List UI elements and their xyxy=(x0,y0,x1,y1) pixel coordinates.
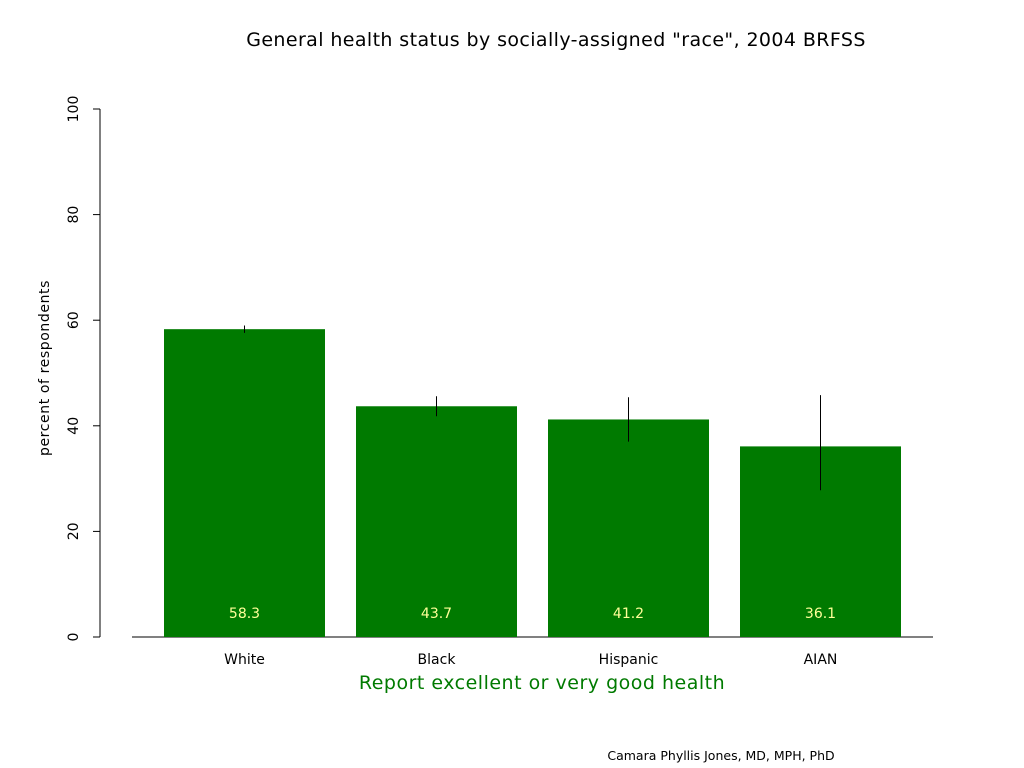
bar-value-label: 36.1 xyxy=(805,606,836,622)
category-label: AIAN xyxy=(804,652,838,668)
category-label: White xyxy=(224,652,265,668)
bar-white xyxy=(164,329,325,637)
y-tick-label: 60 xyxy=(66,311,82,329)
x-axis-label: Report excellent or very good health xyxy=(359,672,725,694)
bar-hispanic xyxy=(548,419,709,637)
y-tick-label: 80 xyxy=(66,206,82,224)
bar-value-label: 58.3 xyxy=(229,606,260,622)
y-tick-label: 100 xyxy=(66,96,82,123)
category-label: Hispanic xyxy=(599,652,659,668)
y-axis-label: percent of respondents xyxy=(37,280,53,456)
category-label: Black xyxy=(418,652,457,668)
error-bars xyxy=(244,325,821,491)
category-labels: White Black Hispanic AIAN xyxy=(224,652,837,668)
y-tick-label: 20 xyxy=(66,522,82,540)
chart-title: General health status by socially-assign… xyxy=(246,29,866,51)
value-labels: 58.3 43.7 41.2 36.1 xyxy=(229,606,836,622)
y-tick-label: 0 xyxy=(66,633,82,642)
bar-value-label: 43.7 xyxy=(421,606,452,622)
y-axis: 0 20 40 60 80 100 xyxy=(66,96,101,642)
bar-value-label: 41.2 xyxy=(613,606,644,622)
bars xyxy=(164,329,901,637)
bar-black xyxy=(356,406,517,637)
credit-text: Camara Phyllis Jones, MD, MPH, PhD xyxy=(607,748,834,763)
y-tick-label: 40 xyxy=(66,417,82,435)
